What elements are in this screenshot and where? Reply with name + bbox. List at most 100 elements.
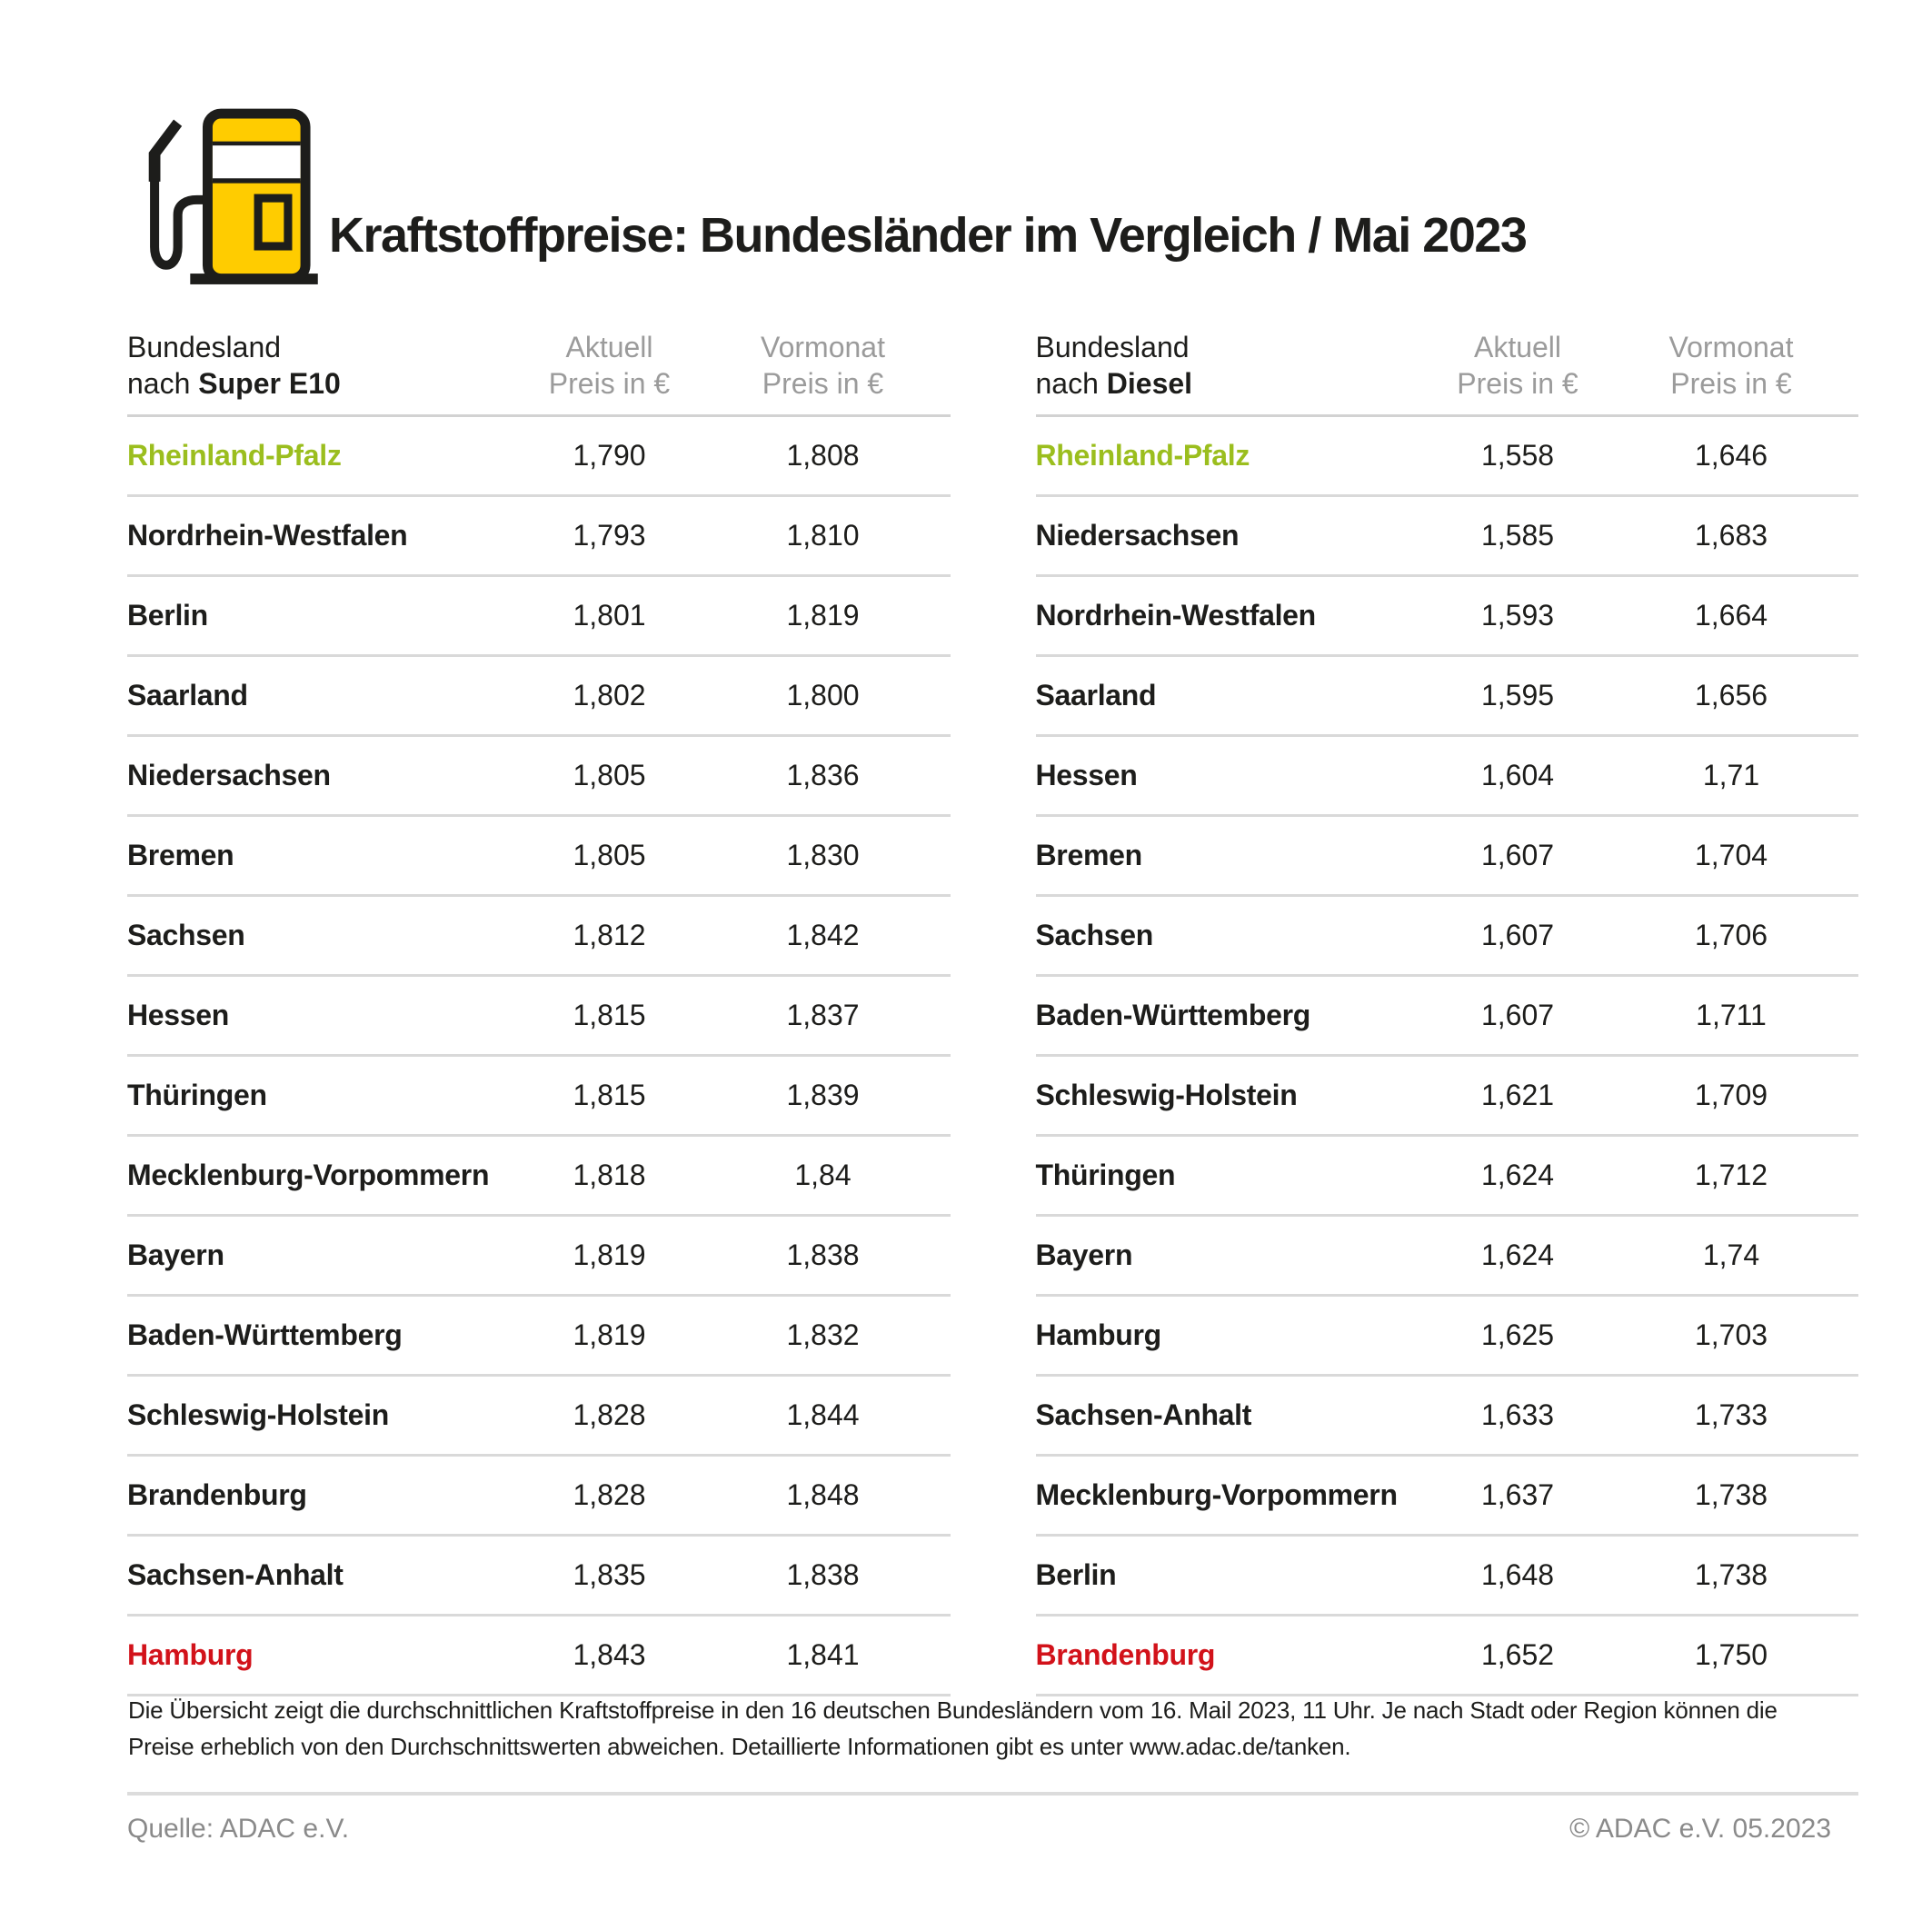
state-name: Bremen [127,839,234,871]
vormonat-price: 1,712 [1694,1159,1768,1191]
column-header-vormonat: Vormonat Preis in € [1668,331,1794,400]
table-row: Brandenburg 1,828 1,848 [127,1457,951,1537]
table-header: Bundesland nach Diesel Aktuell Preis in … [1035,329,1858,417]
copyright-notice: © ADAC e.V. 05.2023 [1569,1814,1831,1844]
table-row: Hamburg 1,625 1,703 [1035,1297,1858,1377]
table-diesel: Bundesland nach Diesel Aktuell Preis in … [1035,329,1858,1696]
table-super-e10: Bundesland nach Super E10 Aktuell Preis … [127,329,951,1696]
aktuell-price: 1,595 [1480,679,1555,711]
fuel-name: Super E10 [198,367,341,400]
aktuell-price: 1,843 [573,1638,646,1671]
table-row: Baden-Württemberg 1,607 1,711 [1035,977,1858,1057]
state-name: Baden-Württemberg [127,1318,403,1351]
vormonat-price: 1,706 [1694,919,1768,951]
state-name: Rheinland-Pfalz [1035,439,1250,472]
aktuell-price: 1,558 [1480,439,1555,472]
vormonat-price: 1,646 [1694,439,1768,472]
state-name: Mecklenburg-Vorpommern [127,1159,490,1191]
footer: Quelle: ADAC e.V. © ADAC e.V. 05.2023 [127,1814,1831,1845]
pump-hose [150,170,215,270]
vormonat-price: 1,738 [1694,1478,1768,1511]
aktuell-price: 1,812 [573,919,646,951]
vormonat-price: 1,703 [1694,1318,1768,1351]
vormonat-price: 1,656 [1694,679,1768,711]
aktuell-price: 1,607 [1480,999,1555,1031]
aktuell-price: 1,648 [1480,1558,1555,1591]
aktuell-price: 1,828 [573,1398,646,1431]
state-name: Niedersachsen [1035,519,1240,552]
aktuell-price: 1,607 [1480,919,1555,951]
vormonat-price: 1,836 [786,759,860,791]
aktuell-price: 1,790 [573,439,646,472]
table-row: Mecklenburg-Vorpommern 1,818 1,84 [127,1137,951,1217]
state-name: Sachsen [1035,919,1154,951]
pump-nozzle [148,119,183,182]
table-row: Hessen 1,815 1,837 [127,977,951,1057]
state-name: Hessen [1035,759,1138,791]
aktuell-price: 1,805 [573,759,646,791]
aktuell-price: 1,818 [573,1159,646,1191]
table-row: Brandenburg 1,652 1,750 [1035,1617,1858,1696]
table-row: Sachsen 1,607 1,706 [1035,897,1858,977]
table-row: Sachsen 1,812 1,842 [127,897,951,977]
table-row: Niedersachsen 1,805 1,836 [127,737,951,817]
state-name: Sachsen-Anhalt [1035,1398,1252,1431]
vormonat-price: 1,750 [1694,1638,1768,1671]
table-row: Thüringen 1,815 1,839 [127,1057,951,1137]
table-row: Hamburg 1,843 1,841 [127,1617,951,1696]
state-name: Berlin [1035,1558,1117,1591]
table-row: Schleswig-Holstein 1,621 1,709 [1035,1057,1858,1137]
vormonat-price: 1,709 [1694,1079,1768,1111]
table-header: Bundesland nach Super E10 Aktuell Preis … [127,329,951,417]
aktuell-price: 1,624 [1480,1159,1555,1191]
table-row: Bremen 1,805 1,830 [127,817,951,897]
vormonat-price: 1,839 [786,1079,860,1111]
table-row: Schleswig-Holstein 1,828 1,844 [127,1377,951,1457]
state-name: Saarland [127,679,248,711]
aktuell-price: 1,625 [1480,1318,1555,1351]
state-name: Saarland [1035,679,1157,711]
table-row: Berlin 1,648 1,738 [1035,1537,1858,1617]
aktuell-price: 1,585 [1480,519,1555,552]
aktuell-price: 1,828 [573,1478,646,1511]
state-name: Thüringen [127,1079,267,1111]
aktuell-price: 1,593 [1480,599,1555,632]
aktuell-price: 1,835 [573,1558,646,1591]
aktuell-price: 1,801 [573,599,646,632]
pump-band [212,143,301,181]
state-name: Niedersachsen [127,759,331,791]
table-row: Bayern 1,819 1,838 [127,1217,951,1297]
table-row: Sachsen-Anhalt 1,633 1,733 [1035,1377,1858,1457]
table-row: Niedersachsen 1,585 1,683 [1035,497,1858,577]
table-row: Sachsen-Anhalt 1,835 1,838 [127,1537,951,1617]
aktuell-price: 1,819 [573,1239,646,1271]
state-name: Sachsen [127,919,245,951]
fuel-pump-icon [148,108,318,284]
footnote-line-1: Die Übersicht zeigt die durchschnittlich… [128,1696,1778,1724]
vormonat-price: 1,74 [1702,1239,1760,1271]
state-name: Bayern [127,1239,224,1271]
column-header-bundesland: Bundesland nach Super E10 [127,331,341,400]
column-header-bundesland: Bundesland nach Diesel [1035,331,1193,400]
aktuell-price: 1,815 [573,999,646,1031]
vormonat-price: 1,733 [1694,1398,1768,1431]
vormonat-price: 1,838 [786,1239,860,1271]
aktuell-price: 1,607 [1480,839,1555,871]
aktuell-price: 1,604 [1480,759,1555,791]
table-row: Saarland 1,802 1,800 [127,657,951,737]
vormonat-price: 1,71 [1702,759,1760,791]
aktuell-price: 1,624 [1480,1239,1555,1271]
vormonat-price: 1,838 [786,1558,860,1591]
vormonat-price: 1,844 [786,1398,860,1431]
footnote: Die Übersicht zeigt die durchschnittlich… [128,1692,1778,1765]
vormonat-price: 1,683 [1694,519,1768,552]
state-name: Mecklenburg-Vorpommern [1035,1478,1399,1511]
vormonat-price: 1,711 [1696,999,1767,1031]
source-credit: Quelle: ADAC e.V. [127,1814,350,1844]
vormonat-price: 1,664 [1694,599,1768,632]
column-header-aktuell: Aktuell Preis in € [1457,331,1578,400]
table-row: Rheinland-Pfalz 1,790 1,808 [127,417,951,497]
state-name: Sachsen-Anhalt [127,1558,344,1591]
table-row: Nordrhein-Westfalen 1,593 1,664 [1035,577,1858,657]
state-name: Nordrhein-Westfalen [127,519,408,552]
